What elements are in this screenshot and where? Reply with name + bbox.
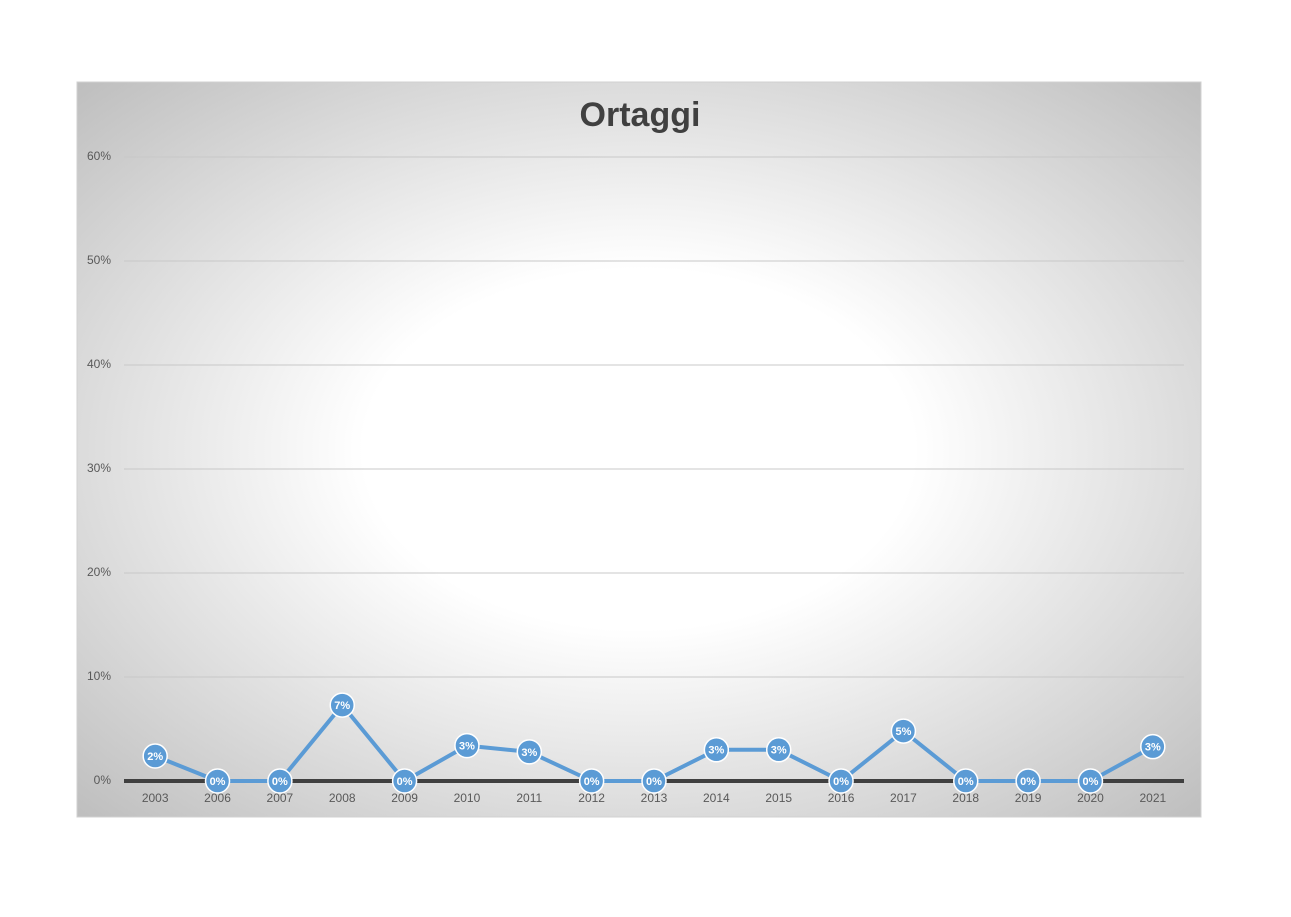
y-tick-label: 10% bbox=[87, 669, 111, 683]
data-label: 2% bbox=[147, 751, 163, 763]
data-point bbox=[1140, 733, 1166, 760]
data-label: 0% bbox=[958, 776, 974, 788]
y-tick-label: 30% bbox=[87, 461, 111, 475]
data-label: 3% bbox=[459, 741, 475, 753]
chart-title: Ortaggi bbox=[580, 96, 701, 134]
data-label: 3% bbox=[708, 745, 724, 757]
y-tick-label: 40% bbox=[87, 357, 111, 371]
data-label: 0% bbox=[584, 776, 600, 788]
x-tick-label: 2009 bbox=[391, 791, 418, 805]
data-label: 3% bbox=[1145, 742, 1161, 754]
data-point bbox=[765, 737, 792, 763]
x-tick-label: 2020 bbox=[1077, 791, 1104, 805]
data-label: 5% bbox=[895, 726, 911, 738]
data-point bbox=[267, 768, 293, 794]
x-tick-label: 2015 bbox=[765, 791, 792, 805]
data-point bbox=[828, 768, 854, 794]
data-label: 3% bbox=[521, 747, 537, 759]
data-label: 3% bbox=[771, 745, 787, 757]
data-label: 0% bbox=[1020, 776, 1036, 788]
x-tick-label: 2012 bbox=[578, 791, 605, 805]
data-label: 0% bbox=[210, 776, 226, 788]
data-point bbox=[703, 737, 730, 763]
data-label: 0% bbox=[1083, 776, 1099, 788]
data-point bbox=[391, 768, 418, 794]
data-label: 0% bbox=[397, 776, 413, 788]
x-tick-label: 2017 bbox=[890, 791, 917, 805]
x-tick-label: 2008 bbox=[329, 791, 356, 805]
data-point bbox=[641, 768, 667, 794]
data-label: 0% bbox=[272, 776, 288, 788]
data-point bbox=[1077, 768, 1104, 794]
data-point bbox=[204, 768, 231, 794]
y-tick-label: 0% bbox=[94, 773, 112, 787]
data-point bbox=[578, 768, 605, 794]
chart-area bbox=[76, 81, 1202, 818]
x-tick-label: 2010 bbox=[454, 791, 481, 805]
data-label: 0% bbox=[833, 776, 849, 788]
x-tick-label: 2007 bbox=[267, 791, 294, 805]
data-point bbox=[890, 718, 917, 744]
data-point bbox=[516, 739, 543, 765]
x-tick-label: 2006 bbox=[204, 791, 231, 805]
y-tick-label: 50% bbox=[87, 253, 111, 267]
data-point bbox=[454, 732, 480, 759]
data-label: 7% bbox=[334, 700, 350, 712]
x-tick-label: 2003 bbox=[142, 791, 169, 805]
x-tick-label: 2011 bbox=[516, 791, 542, 805]
data-point bbox=[1015, 768, 1041, 794]
x-tick-label: 2014 bbox=[703, 791, 730, 805]
y-tick-label: 60% bbox=[87, 149, 111, 163]
data-point bbox=[953, 768, 979, 794]
x-tick-label: 2021 bbox=[1139, 791, 1166, 805]
x-tick-label: 2013 bbox=[641, 791, 668, 805]
y-tick-label: 20% bbox=[87, 565, 111, 579]
x-tick-label: 2018 bbox=[952, 791, 979, 805]
data-point bbox=[142, 743, 168, 769]
x-tick-label: 2019 bbox=[1015, 791, 1042, 805]
data-point bbox=[329, 692, 355, 718]
x-tick-label: 2016 bbox=[828, 791, 855, 805]
data-label: 0% bbox=[646, 776, 662, 788]
